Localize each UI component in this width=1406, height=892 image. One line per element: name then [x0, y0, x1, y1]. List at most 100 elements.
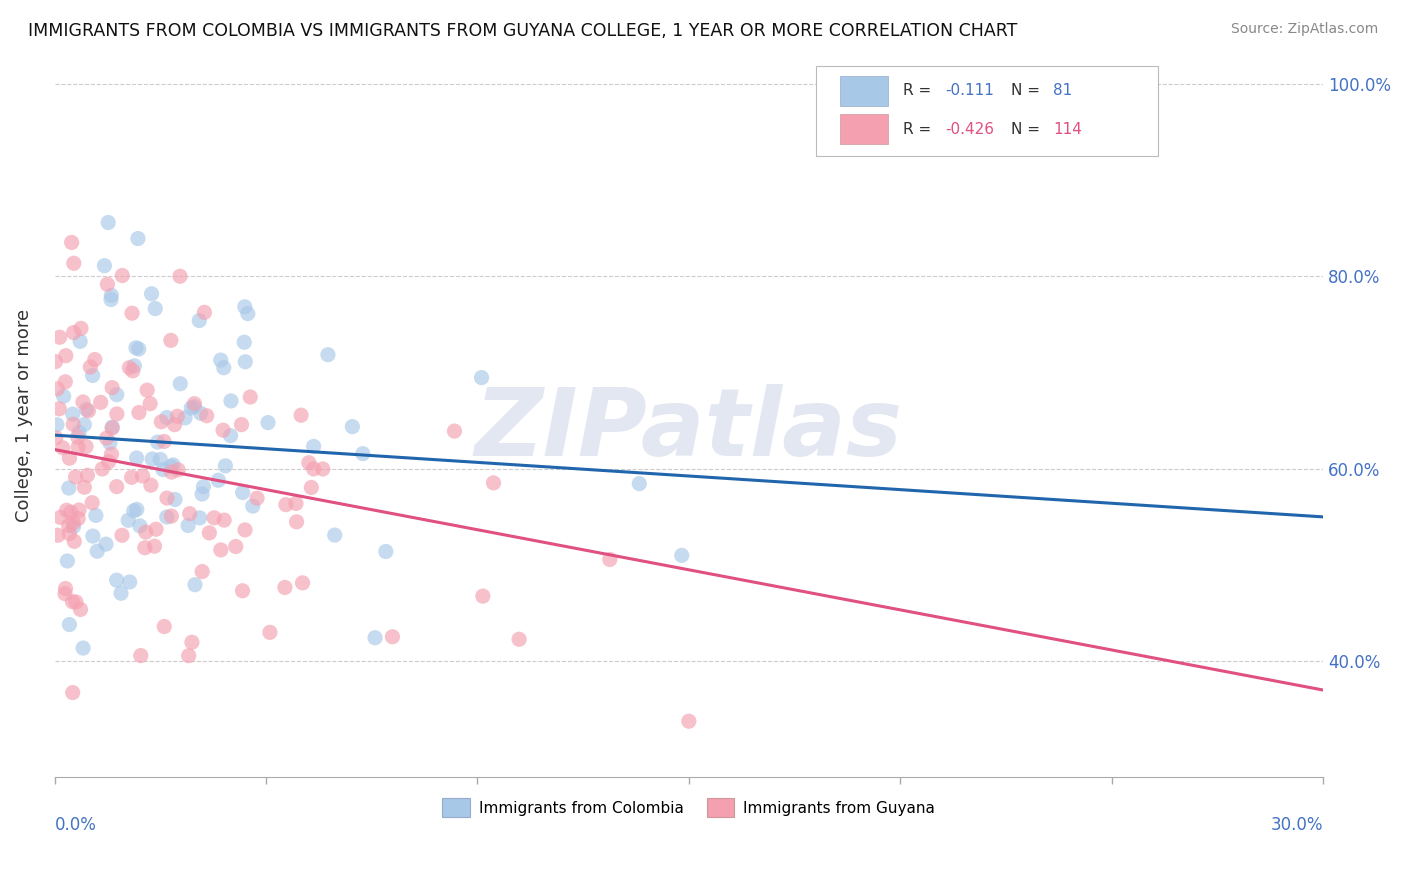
- Point: [195, 409, 218, 423]
- Point: [298, 456, 321, 470]
- Point: [96, 431, 118, 445]
- Point: [233, 355, 256, 369]
- Point: [135, 525, 157, 540]
- Point: [121, 470, 143, 484]
- Point: [209, 353, 232, 368]
- Point: [179, 507, 201, 521]
- Point: [141, 286, 163, 301]
- Point: [76, 402, 98, 417]
- Point: [246, 491, 269, 506]
- Point: [55, 503, 77, 517]
- Point: [44, 354, 66, 368]
- Point: [141, 452, 163, 467]
- Point: [183, 397, 205, 411]
- Point: [58, 526, 80, 541]
- Point: [207, 473, 229, 487]
- Point: [160, 509, 183, 524]
- Point: [73, 480, 96, 494]
- Text: N =: N =: [1011, 121, 1045, 136]
- Text: R =: R =: [903, 84, 936, 98]
- Point: [48, 401, 70, 416]
- Point: [482, 475, 505, 490]
- Point: [90, 395, 112, 409]
- Point: [160, 465, 183, 479]
- Point: [381, 630, 404, 644]
- Text: 81: 81: [1053, 84, 1073, 98]
- Point: [146, 435, 169, 450]
- Point: [73, 417, 96, 432]
- Point: [101, 381, 124, 395]
- Point: [82, 529, 104, 543]
- Point: [59, 505, 82, 519]
- Y-axis label: College, 1 year or more: College, 1 year or more: [15, 310, 32, 523]
- FancyBboxPatch shape: [839, 76, 889, 106]
- Point: [285, 515, 308, 529]
- Point: [163, 417, 186, 432]
- Point: [125, 341, 148, 355]
- Point: [443, 424, 465, 438]
- Point: [82, 368, 104, 383]
- Point: [302, 462, 325, 476]
- Point: [184, 577, 207, 591]
- Text: IMMIGRANTS FROM COLOMBIA VS IMMIGRANTS FROM GUYANA COLLEGE, 1 YEAR OR MORE CORRE: IMMIGRANTS FROM COLOMBIA VS IMMIGRANTS F…: [28, 22, 1018, 40]
- Point: [180, 635, 202, 649]
- Point: [150, 415, 173, 429]
- Point: [274, 498, 297, 512]
- Point: [323, 528, 346, 542]
- Point: [290, 408, 312, 422]
- Point: [84, 508, 107, 523]
- Point: [83, 352, 105, 367]
- Point: [239, 390, 262, 404]
- Point: [259, 625, 281, 640]
- Point: [62, 516, 84, 530]
- Point: [471, 370, 494, 384]
- Point: [177, 518, 200, 533]
- Point: [53, 375, 76, 389]
- Text: -0.426: -0.426: [945, 121, 994, 136]
- Point: [100, 447, 122, 461]
- Point: [163, 492, 186, 507]
- Point: [56, 554, 79, 568]
- Point: [55, 349, 77, 363]
- Point: [169, 269, 191, 284]
- Point: [183, 400, 205, 414]
- Point: [129, 648, 152, 663]
- Point: [628, 476, 651, 491]
- Point: [257, 416, 280, 430]
- Point: [153, 434, 176, 449]
- Point: [58, 481, 80, 495]
- Point: [55, 582, 77, 596]
- Point: [75, 440, 97, 454]
- Point: [118, 360, 141, 375]
- Point: [125, 502, 148, 516]
- Point: [242, 499, 264, 513]
- Point: [70, 321, 93, 335]
- Point: [231, 417, 253, 432]
- Point: [105, 387, 128, 401]
- Point: [364, 631, 387, 645]
- Point: [86, 544, 108, 558]
- Point: [110, 586, 132, 600]
- Point: [188, 511, 211, 525]
- Point: [45, 431, 67, 445]
- Point: [77, 404, 100, 418]
- Point: [67, 440, 90, 454]
- Point: [599, 552, 621, 566]
- Point: [69, 602, 91, 616]
- Point: [72, 395, 94, 409]
- Point: [105, 407, 128, 421]
- Point: [79, 359, 101, 374]
- Point: [46, 382, 69, 396]
- Point: [62, 595, 84, 609]
- Point: [139, 478, 162, 492]
- Point: [117, 513, 139, 527]
- Point: [212, 423, 235, 437]
- Text: 0.0%: 0.0%: [55, 816, 97, 834]
- Text: ZIPatlas: ZIPatlas: [475, 384, 903, 476]
- Point: [58, 518, 80, 533]
- Text: Source: ZipAtlas.com: Source: ZipAtlas.com: [1230, 22, 1378, 37]
- Point: [66, 430, 89, 444]
- Point: [209, 542, 232, 557]
- Point: [121, 364, 143, 378]
- Point: [202, 511, 225, 525]
